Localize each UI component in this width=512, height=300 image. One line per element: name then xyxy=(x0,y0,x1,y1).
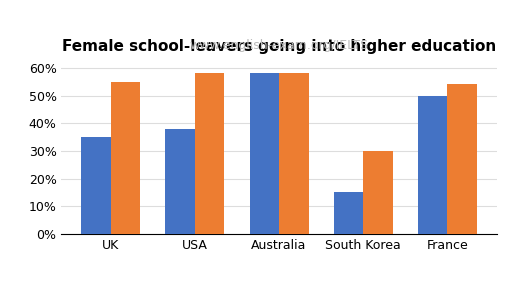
Bar xyxy=(418,95,447,234)
Bar xyxy=(279,74,309,234)
Title: Female school-leavers going into higher education: Female school-leavers going into higher … xyxy=(62,39,496,54)
Bar xyxy=(165,129,195,234)
Bar xyxy=(447,85,477,234)
Bar xyxy=(363,151,393,234)
Bar xyxy=(81,137,111,234)
Text: www.english-exam.org/IELTS: www.english-exam.org/IELTS xyxy=(189,39,369,52)
Bar xyxy=(111,82,140,234)
Bar xyxy=(334,193,363,234)
Bar xyxy=(195,74,224,234)
Bar xyxy=(249,74,279,234)
Legend: 1980, 2015: 1980, 2015 xyxy=(220,298,338,300)
